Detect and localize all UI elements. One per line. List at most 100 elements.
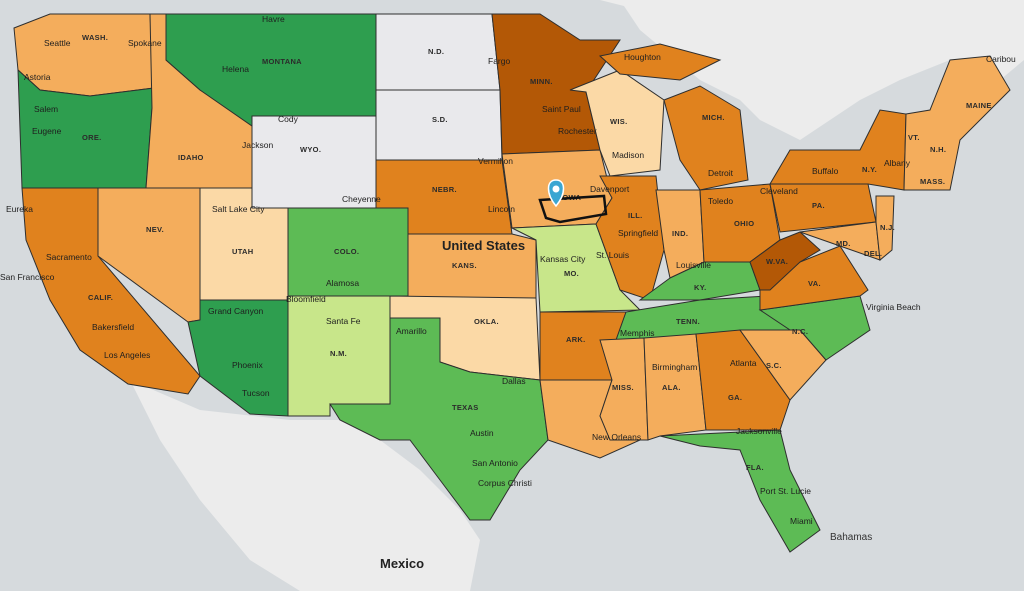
city-label: Grand Canyon xyxy=(208,306,264,316)
city-label: Lincoln xyxy=(488,204,515,214)
city-label: Cheyenne xyxy=(342,194,381,204)
state-label: ALA. xyxy=(662,383,681,392)
city-label: Eugene xyxy=(32,126,62,136)
state-label: CALIF. xyxy=(88,293,113,302)
state-label: GA. xyxy=(728,393,742,402)
state-west-virginia[interactable] xyxy=(749,231,821,291)
state-washington[interactable] xyxy=(13,13,155,97)
state-label: NEBR. xyxy=(432,185,457,194)
city-label: Miami xyxy=(790,516,813,526)
state-florida[interactable] xyxy=(659,429,821,553)
city-label: Port St. Lucie xyxy=(760,486,811,496)
city-label: Bloomfield xyxy=(286,294,326,304)
state-label: PA. xyxy=(812,201,825,210)
state-label: S.D. xyxy=(432,115,448,124)
state-label: VA. xyxy=(808,279,821,288)
city-label: Birmingham xyxy=(652,362,697,372)
state-label: DEL. xyxy=(864,249,882,258)
neighbor-label-bahamas: Bahamas xyxy=(830,532,872,543)
city-label: Salt Lake City xyxy=(212,204,265,214)
city-label: Eureka xyxy=(6,204,33,214)
canada-land-west xyxy=(0,0,1024,140)
city-label: Houghton xyxy=(624,52,661,62)
state-michigan-up[interactable] xyxy=(598,43,722,81)
state-north-carolina[interactable] xyxy=(740,295,871,361)
state-new-england[interactable] xyxy=(903,55,1011,191)
state-new-jersey[interactable] xyxy=(875,195,895,261)
city-label: Austin xyxy=(470,428,494,438)
city-label: Detroit xyxy=(708,168,734,178)
city-label: Kansas City xyxy=(540,254,586,264)
state-label: N.C. xyxy=(792,327,808,336)
city-label: St. Louis xyxy=(596,250,629,260)
city-label: Louisville xyxy=(676,260,711,270)
state-label: MO. xyxy=(564,269,579,278)
state-label: TENN. xyxy=(676,317,700,326)
state-label: W.VA. xyxy=(766,257,788,266)
state-texas[interactable] xyxy=(329,317,549,521)
city-labels: Seattle Spokane Astoria Salem Eugene Eur… xyxy=(0,14,1016,526)
state-south-dakota[interactable] xyxy=(375,89,503,161)
states-layer xyxy=(13,13,1011,553)
city-label: Vermilion xyxy=(478,156,513,166)
state-label: N.H. xyxy=(930,145,946,154)
state-label: COLO. xyxy=(334,247,359,256)
selected-region-outline[interactable] xyxy=(538,194,608,224)
city-label: Cleveland xyxy=(760,186,798,196)
city-label: Seattle xyxy=(44,38,71,48)
state-michigan[interactable] xyxy=(663,85,749,191)
city-label: Phoenix xyxy=(232,360,263,370)
city-label: Caribou xyxy=(986,54,1016,64)
city-label: New Orleans xyxy=(592,432,641,442)
state-label: ILL. xyxy=(628,211,643,220)
state-kansas[interactable] xyxy=(407,233,537,299)
state-illinois[interactable] xyxy=(595,175,665,301)
state-label: IDAHO xyxy=(178,153,204,162)
state-label: KANS. xyxy=(452,261,477,270)
state-label: OHIO xyxy=(734,219,754,228)
state-label: MISS. xyxy=(612,383,634,392)
city-label: Rochester xyxy=(558,126,597,136)
mexico-land xyxy=(130,380,480,591)
state-label: MAINE xyxy=(966,101,992,110)
city-label: Helena xyxy=(222,64,249,74)
city-label: Albany xyxy=(884,158,911,168)
state-label: WIS. xyxy=(610,117,627,126)
state-label: S.C. xyxy=(766,361,782,370)
state-label: ARK. xyxy=(566,335,586,344)
state-label: MINN. xyxy=(530,77,553,86)
city-label: Springfield xyxy=(618,228,658,238)
city-label: Bakersfield xyxy=(92,322,134,332)
state-label: UTAH xyxy=(232,247,253,256)
city-label: Los Angeles xyxy=(104,350,150,360)
city-label: Jackson xyxy=(242,140,273,150)
city-label: Alamosa xyxy=(326,278,359,288)
city-label: Sacramento xyxy=(46,252,92,262)
city-label: Buffalo xyxy=(812,166,839,176)
state-label: KY. xyxy=(694,283,707,292)
state-label: N.D. xyxy=(428,47,444,56)
state-label: MONTANA xyxy=(262,57,302,66)
city-label: Dallas xyxy=(502,376,526,386)
state-label: FLA. xyxy=(746,463,764,472)
city-label: Havre xyxy=(262,14,285,24)
city-label: Fargo xyxy=(488,56,510,66)
city-label: Salem xyxy=(34,104,58,114)
state-label: WASH. xyxy=(82,33,108,42)
city-label: Toledo xyxy=(708,196,733,206)
state-label: OKLA. xyxy=(474,317,499,326)
city-label: Saint Paul xyxy=(542,104,581,114)
state-georgia[interactable] xyxy=(695,329,791,431)
state-label: IND. xyxy=(672,229,688,238)
city-label: Astoria xyxy=(24,72,51,82)
city-label: Virginia Beach xyxy=(866,302,921,312)
city-label: Jacksonville xyxy=(736,426,782,436)
state-alabama[interactable] xyxy=(643,333,707,441)
map-pin-icon[interactable] xyxy=(547,179,565,208)
neighbor-label-mexico: Mexico xyxy=(380,556,424,571)
city-label: Santa Fe xyxy=(326,316,361,326)
city-label: Spokane xyxy=(128,38,162,48)
state-label: ORE. xyxy=(82,133,102,142)
city-label: San Antonio xyxy=(472,458,518,468)
